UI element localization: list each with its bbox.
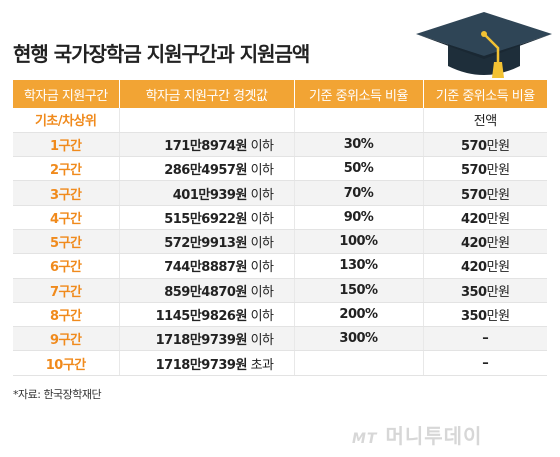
source-note: *자료: 한국장학재단	[13, 388, 102, 401]
amount-cell: –	[423, 350, 547, 376]
band-cell: 4구간	[13, 205, 120, 230]
amount-cell: 350만원	[423, 278, 547, 303]
threshold-cell: 1145만9826원 이하	[119, 302, 295, 328]
amount-cell: 570만원	[423, 180, 547, 206]
threshold-cell: 1718만9739원 이하	[119, 326, 295, 352]
page-title: 현행 국가장학금 지원구간과 지원금액	[13, 42, 310, 66]
ratio-cell: 300%	[294, 326, 424, 352]
amount-cell: 570만원	[423, 132, 547, 158]
threshold-cell: 572만9913원 이하	[119, 229, 295, 255]
ratio-cell: 30%	[294, 132, 424, 158]
amount-cell: 420만원	[423, 205, 547, 230]
band-cell: 10구간	[13, 350, 120, 376]
band-cell: 5구간	[13, 229, 120, 255]
ratio-cell: 200%	[294, 302, 424, 328]
table-row: 4구간 515만6922원 이하 90% 420만원	[13, 205, 547, 230]
table-row: 6구간 744만8887원 이하 130% 420만원	[13, 253, 547, 279]
amount-cell: 420만원	[423, 229, 547, 255]
column-header-threshold: 학자금 지원구간 경곗값	[119, 80, 295, 108]
ratio-cell	[294, 350, 424, 376]
publisher-logo: MT 머니투데이	[352, 424, 483, 448]
band-cell: 2구간	[13, 156, 120, 182]
band-cell: 1구간	[13, 132, 120, 158]
band-cell: 기초/차상위	[13, 108, 120, 133]
band-cell: 9구간	[13, 326, 120, 352]
table-row: 8구간 1145만9826원 이하 200% 350만원	[13, 302, 547, 328]
column-header-ratio: 기준 중위소득 비율	[294, 80, 424, 108]
threshold-cell	[119, 108, 295, 133]
table-row: 1구간 171만8974원 이하 30% 570만원	[13, 132, 547, 158]
table-row: 2구간 286만4957원 이하 50% 570만원	[13, 156, 547, 182]
ratio-cell: 90%	[294, 205, 424, 230]
threshold-cell: 1718만9739원 초과	[119, 350, 295, 376]
amount-cell: 420만원	[423, 253, 547, 279]
ratio-cell: 130%	[294, 253, 424, 279]
band-cell: 7구간	[13, 278, 120, 303]
threshold-cell: 744만8887원 이하	[119, 253, 295, 279]
table-row: 5구간 572만9913원 이하 100% 420만원	[13, 229, 547, 255]
table-row: 7구간 859만4870원 이하 150% 350만원	[13, 278, 547, 303]
amount-cell: –	[423, 326, 547, 352]
column-header-amount: 기준 중위소득 비율	[423, 80, 547, 108]
threshold-cell: 286만4957원 이하	[119, 156, 295, 182]
ratio-cell: 70%	[294, 180, 424, 206]
scholarship-table: 학자금 지원구간 학자금 지원구간 경곗값 기준 중위소득 비율 기준 중위소득…	[13, 80, 547, 376]
threshold-cell: 401만939원 이하	[119, 180, 295, 206]
table-row: 기초/차상위 전액	[13, 108, 547, 133]
threshold-cell: 515만6922원 이하	[119, 205, 295, 230]
column-header-band: 학자금 지원구간	[13, 80, 120, 108]
table-row: 3구간 401만939원 이하 70% 570만원	[13, 180, 547, 206]
ratio-cell: 100%	[294, 229, 424, 255]
amount-cell: 570만원	[423, 156, 547, 182]
ratio-cell: 150%	[294, 278, 424, 303]
table-row: 10구간 1718만9739원 초과 –	[13, 350, 547, 376]
ratio-cell	[294, 108, 424, 133]
graduation-cap-icon	[416, 12, 552, 78]
ratio-cell: 50%	[294, 156, 424, 182]
band-cell: 3구간	[13, 180, 120, 206]
threshold-cell: 171만8974원 이하	[119, 132, 295, 158]
amount-cell: 350만원	[423, 302, 547, 328]
band-cell: 8구간	[13, 302, 120, 328]
band-cell: 6구간	[13, 253, 120, 279]
threshold-cell: 859만4870원 이하	[119, 278, 295, 303]
table-header-row: 학자금 지원구간 학자금 지원구간 경곗값 기준 중위소득 비율 기준 중위소득…	[13, 80, 547, 108]
table-row: 9구간 1718만9739원 이하 300% –	[13, 326, 547, 352]
amount-cell: 전액	[423, 108, 547, 133]
